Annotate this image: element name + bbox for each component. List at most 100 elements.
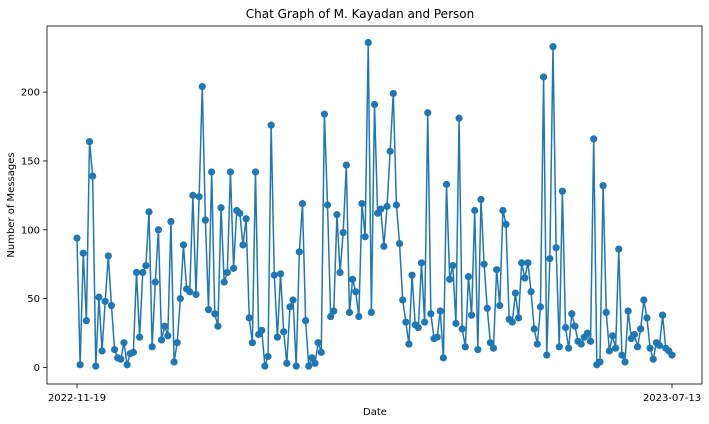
data-point bbox=[305, 362, 313, 370]
data-point bbox=[496, 301, 504, 310]
data-point bbox=[633, 343, 642, 351]
y-tick-label: 50 bbox=[27, 294, 40, 305]
data-point bbox=[242, 215, 250, 223]
data-point bbox=[546, 255, 554, 263]
data-point bbox=[154, 226, 163, 234]
data-point bbox=[361, 233, 369, 241]
x-axis-label: Date bbox=[363, 407, 387, 418]
data-point bbox=[583, 329, 592, 337]
data-point bbox=[558, 187, 566, 195]
data-point bbox=[76, 361, 84, 369]
data-point bbox=[142, 261, 150, 270]
data-point bbox=[467, 311, 476, 319]
data-point bbox=[98, 347, 106, 355]
data-point bbox=[399, 296, 407, 304]
data-point bbox=[229, 264, 238, 272]
data-point bbox=[85, 138, 94, 146]
data-point bbox=[302, 317, 310, 325]
data-point bbox=[417, 259, 426, 267]
chart-title: Chat Graph of M. Kayadan and Person bbox=[246, 7, 474, 21]
data-point bbox=[82, 317, 90, 325]
data-point bbox=[590, 135, 598, 143]
data-point bbox=[104, 252, 112, 260]
data-point bbox=[120, 339, 128, 347]
data-point bbox=[630, 330, 639, 339]
data-point bbox=[640, 296, 648, 304]
data-point bbox=[117, 355, 125, 363]
data-point bbox=[367, 308, 375, 316]
plot-area bbox=[46, 25, 703, 385]
y-tick-label: 0 bbox=[34, 363, 40, 374]
data-point bbox=[643, 314, 651, 322]
data-point bbox=[273, 333, 282, 341]
data-point bbox=[605, 347, 613, 355]
data-point bbox=[148, 343, 156, 351]
y-tick-label: 200 bbox=[21, 88, 40, 99]
data-point bbox=[258, 326, 266, 334]
data-point bbox=[602, 308, 610, 316]
data-point bbox=[555, 343, 563, 351]
data-point bbox=[433, 333, 441, 341]
data-point bbox=[136, 333, 144, 341]
data-point bbox=[424, 109, 432, 117]
data-point bbox=[514, 314, 523, 322]
data-point bbox=[408, 271, 416, 279]
data-point bbox=[659, 311, 667, 319]
data-point bbox=[73, 234, 81, 242]
data-point bbox=[608, 332, 617, 340]
data-point bbox=[336, 268, 344, 277]
data-point bbox=[561, 323, 570, 332]
y-tick-label: 100 bbox=[21, 225, 40, 236]
data-point bbox=[107, 301, 116, 310]
data-point bbox=[198, 82, 206, 91]
data-point bbox=[261, 362, 269, 370]
data-point bbox=[464, 273, 473, 281]
y-axis-ticks: 0 50 100 150 200 bbox=[21, 88, 47, 374]
data-point bbox=[530, 325, 538, 333]
data-point bbox=[493, 266, 501, 274]
data-point bbox=[508, 318, 516, 326]
data-point bbox=[192, 290, 200, 299]
data-point bbox=[289, 296, 297, 304]
data-point bbox=[226, 168, 235, 176]
data-point bbox=[518, 259, 526, 267]
data-point bbox=[655, 341, 664, 350]
x-tick-label: 2022-11-19 bbox=[48, 393, 106, 404]
data-point bbox=[436, 307, 444, 315]
data-point bbox=[179, 241, 188, 249]
data-point bbox=[173, 339, 181, 347]
data-point bbox=[521, 274, 529, 282]
data-point bbox=[345, 308, 354, 316]
data-point bbox=[330, 307, 338, 315]
data-point bbox=[499, 206, 507, 215]
data-point bbox=[292, 362, 300, 370]
data-point bbox=[568, 310, 576, 318]
data-point bbox=[392, 201, 401, 209]
data-point bbox=[395, 239, 404, 248]
data-point bbox=[615, 245, 623, 253]
data-point bbox=[298, 200, 307, 208]
data-point bbox=[383, 202, 391, 210]
marker-layer bbox=[73, 38, 676, 370]
data-point bbox=[317, 348, 325, 356]
data-point bbox=[370, 100, 379, 109]
data-point bbox=[251, 168, 260, 176]
data-point bbox=[599, 182, 607, 190]
data-point bbox=[549, 43, 557, 51]
series-layer bbox=[76, 41, 673, 367]
data-point bbox=[637, 325, 645, 333]
y-tick-label: 150 bbox=[21, 156, 40, 167]
data-point bbox=[245, 314, 253, 322]
data-point bbox=[267, 121, 275, 129]
data-point bbox=[536, 303, 545, 311]
data-point bbox=[446, 275, 454, 283]
data-point bbox=[618, 351, 626, 359]
data-point bbox=[132, 268, 141, 277]
data-point bbox=[92, 362, 100, 370]
data-point bbox=[565, 344, 573, 352]
data-point bbox=[239, 241, 247, 249]
data-point bbox=[471, 206, 479, 215]
data-point bbox=[483, 304, 491, 312]
data-point bbox=[223, 268, 231, 277]
